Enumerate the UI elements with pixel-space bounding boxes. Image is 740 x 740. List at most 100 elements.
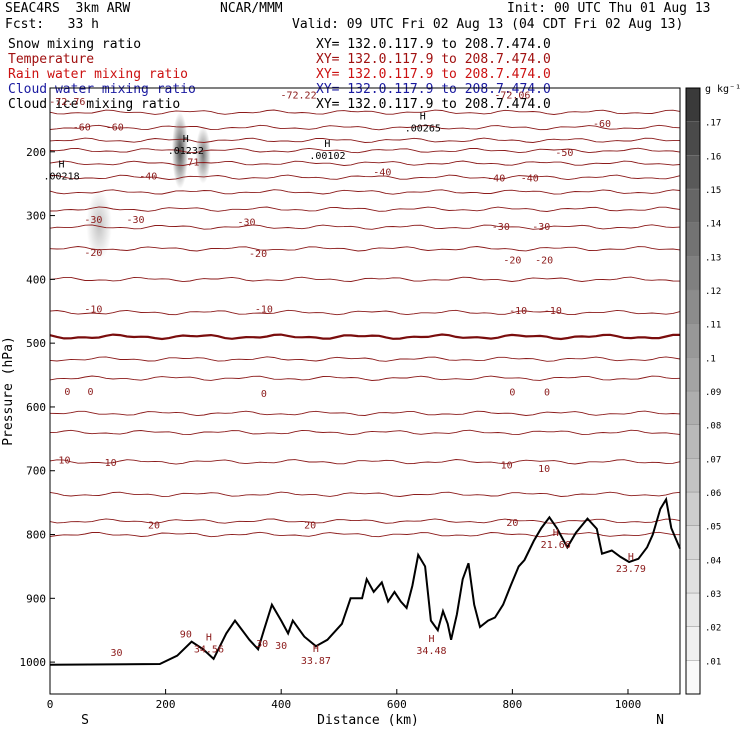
colorbar-bin	[685, 87, 701, 122]
contour-label: -30	[532, 222, 550, 233]
extremum-marker: H	[628, 552, 634, 563]
snow-cells	[86, 112, 211, 261]
field-cloud-water-xy: XY= 132.0.117.9 to 208.7.474.0	[316, 82, 551, 97]
x-tick-label: 800	[502, 698, 522, 711]
south-label: S	[81, 713, 89, 728]
extremum-marker: H	[313, 644, 319, 655]
isotherm-line	[50, 174, 681, 181]
contour-label: 10	[105, 458, 117, 469]
field-snow-xy: XY= 132.0.117.9 to 208.7.474.0	[316, 37, 551, 52]
contour-label: -30	[127, 215, 145, 226]
contour-label: 30	[275, 641, 287, 652]
contour-label: 10	[58, 455, 70, 466]
colorbar-bin	[685, 491, 701, 526]
colorbar-tick-label: .13	[705, 253, 721, 263]
isotherm-line	[49, 224, 681, 230]
y-tick-label: 800	[26, 529, 46, 542]
contour-label: 71	[187, 157, 199, 168]
contour-label: -72.22	[280, 90, 316, 101]
colorbar-unit: g kg⁻¹	[705, 84, 740, 95]
colorbar-bin	[685, 458, 701, 493]
isotherm-line	[49, 147, 681, 154]
plot-frame	[49, 87, 681, 695]
colorbar-tick-label: .1	[705, 354, 716, 364]
isotherm-line	[49, 309, 681, 316]
isotherm-lines	[49, 109, 681, 538]
isotherm-line	[49, 160, 681, 166]
colorbar-bin	[685, 155, 701, 190]
colorbar-bin	[685, 592, 701, 627]
extremum-marker: H	[59, 159, 65, 170]
contour-label: -60	[73, 122, 91, 133]
contour-label: -40	[373, 168, 391, 179]
field-snow: Snow mixing ratio	[8, 37, 142, 52]
isotherm-line	[49, 429, 681, 436]
colorbar-bin	[685, 424, 701, 459]
extremum-value: .01232	[168, 146, 204, 157]
colorbar-tick-label: .14	[705, 220, 721, 230]
colorbar-tick-label: .07	[705, 455, 721, 465]
colorbar-tick-label: .15	[705, 186, 721, 196]
contour-label: 10	[501, 460, 513, 471]
isotherm-line	[49, 531, 681, 538]
contour-label: -20	[249, 249, 267, 260]
isotherm-line	[49, 246, 681, 252]
colorbar-tick-label: .01	[705, 657, 721, 667]
extremum-value: .00102	[309, 151, 345, 162]
field-rain-xy: XY= 132.0.117.9 to 208.7.474.0	[316, 67, 551, 82]
init-time: Init: 00 UTC Thu 01 Aug 13	[507, 1, 711, 16]
contour-label: -30	[84, 215, 102, 226]
colorbar-tick-label: .04	[705, 556, 721, 566]
x-tick-label: 0	[47, 698, 54, 711]
field-rain: Rain water mixing ratio	[8, 67, 189, 82]
isotherm-line	[49, 276, 681, 283]
x-tick-label: 200	[156, 698, 176, 711]
isotherm-line	[49, 206, 681, 212]
isotherm-line	[49, 518, 681, 524]
forecast-hour: Fcst: 33 h	[5, 17, 99, 32]
contour-label: -60	[593, 119, 611, 130]
y-tick-label: 400	[26, 273, 46, 286]
colorbar-tick-label: .11	[705, 321, 721, 331]
y-tick-label: 300	[26, 210, 46, 223]
contour-label: 90	[180, 629, 192, 640]
y-tick-label: 700	[26, 465, 46, 478]
extremum-value: 33.87	[301, 656, 331, 667]
contour-label: -72.76	[49, 97, 85, 108]
axes: 0 200 400 600 800 100020030040050060070080090…	[20, 146, 642, 711]
contour-label: -20	[535, 256, 553, 267]
contour-label: 0	[87, 387, 93, 398]
extremum-value: 23.79	[616, 564, 646, 575]
contour-label: -10	[255, 305, 273, 316]
colorbar-bin	[685, 559, 701, 594]
extremum-marker: H	[428, 634, 434, 645]
y-axis-label: Pressure (hPa)	[1, 336, 16, 446]
isotherm-line	[49, 410, 681, 417]
y-tick-label: 1000	[20, 656, 47, 669]
contour-label: -20	[503, 256, 521, 267]
colorbar-tick-label: .16	[705, 152, 721, 162]
field-cloud-ice: Cloud ice mixing ratio	[8, 97, 181, 112]
y-tick-label: 600	[26, 401, 46, 414]
model-title: SEAC4RS 3km ARW	[5, 1, 131, 16]
org-label: NCAR/MMM	[220, 1, 283, 16]
contour-label: 0	[261, 389, 267, 400]
colorbar-bin	[685, 121, 701, 156]
extremum-value: 34.56	[194, 645, 224, 656]
colorbar-tick-label: .08	[705, 422, 721, 432]
field-temperature: Temperature	[8, 52, 95, 67]
contour-label: 20	[506, 518, 518, 529]
contour-label: 0	[509, 388, 515, 399]
isotherm-line	[49, 189, 681, 195]
north-label: N	[656, 713, 664, 728]
colorbar-tick-label: .06	[705, 489, 721, 499]
contour-label: -20	[84, 248, 102, 259]
colorbar-bin	[685, 525, 701, 560]
y-tick-label: 500	[26, 337, 46, 350]
colorbar-bin	[685, 660, 701, 695]
isotherm-line	[49, 109, 681, 115]
contour-label: 10	[538, 464, 550, 475]
contour-label: -10	[544, 306, 562, 317]
colorbar-bin	[685, 390, 701, 425]
